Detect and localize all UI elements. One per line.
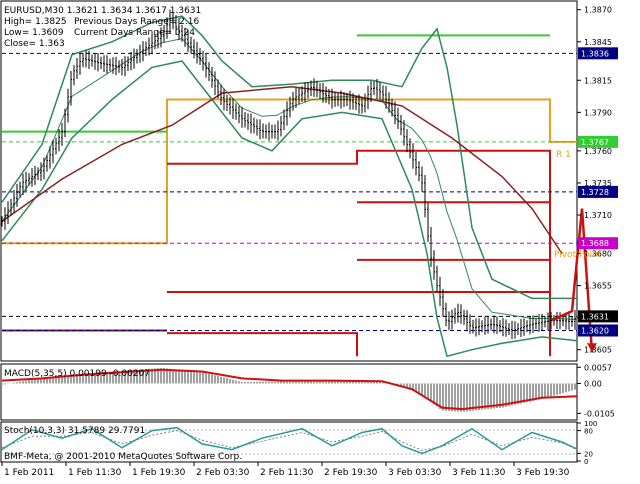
macd-signal-line <box>1 368 578 411</box>
price-y-tick-label: 1.3605 <box>584 346 612 355</box>
price-tag-label: 1.3631 <box>581 312 609 321</box>
price-tag-box <box>578 185 618 198</box>
bollinger-middle <box>1 38 578 321</box>
price-y-tick-label: 1.3760 <box>584 147 612 156</box>
price-y-tick-label: 1.3710 <box>584 211 612 220</box>
price-tag-label: 1.3836 <box>581 49 609 58</box>
price-tag-box <box>578 47 618 60</box>
macd-y-tick-label: 0.00 <box>584 379 602 388</box>
price-tag-label: 1.3728 <box>581 188 609 197</box>
x-tick-label: 2 Feb 19:30 <box>324 468 378 478</box>
forecast-line <box>551 208 594 353</box>
header-symbol-line: EURUSD,M30 1.3621 1.3634 1.3617 1.3631 <box>4 6 201 16</box>
price-y-tick-label: 1.3655 <box>584 282 612 291</box>
price-y-tick-label: 1.3815 <box>584 76 612 85</box>
stoch-panel <box>0 421 578 463</box>
price-y-tick-label: 1.3870 <box>584 6 612 15</box>
price-tag-label: 1.3620 <box>581 326 609 335</box>
bollinger-upper <box>1 15 577 300</box>
level-line-8 <box>167 332 358 357</box>
bollinger-lower <box>1 60 578 358</box>
forecast-arrow <box>587 343 597 353</box>
stoch-y-tick-label: 20 <box>584 450 593 458</box>
x-tick-label: 3 Feb 19:30 <box>516 468 570 478</box>
stoch-title: Stoch(10,3,3) 31.5789 29.7791 <box>4 426 145 436</box>
price-tag-box <box>578 324 618 337</box>
stoch-y-tick-label: 80 <box>584 428 593 436</box>
price-tag-box <box>578 135 618 148</box>
header-close: Close= 1.363 <box>4 39 65 49</box>
price-tag-label: 1.3688 <box>581 239 609 248</box>
x-tick-label: 1 Feb 19:30 <box>132 468 186 478</box>
r1-label: R 1 <box>556 150 571 160</box>
price-tag-label: 1.3767 <box>581 138 609 147</box>
price-tag-box <box>578 237 618 250</box>
x-tick-label: 1 Feb 2011 <box>4 468 54 478</box>
x-tick-label: 2 Feb 11:30 <box>260 468 314 478</box>
stoch-main-line <box>1 426 578 455</box>
price-tag-box <box>578 310 618 323</box>
x-tick-label: 2 Feb 03:30 <box>196 468 250 478</box>
macd-y-tick-label: -0.0105 <box>584 409 615 418</box>
price-y-tick-label: 1.3680 <box>584 249 612 258</box>
price-panel <box>0 0 578 362</box>
stoch-y-tick-label: 100 <box>584 420 597 428</box>
x-tick-label: 1 Feb 11:30 <box>68 468 122 478</box>
header-low: Low= 1.3609 <box>4 28 64 38</box>
price-y-tick-label: 1.3735 <box>584 179 612 188</box>
header-prev-range: Previous Days Range= 2.16 <box>74 17 199 27</box>
macd-y-tick-label: 0.0057 <box>584 363 612 372</box>
level-line-3 <box>167 149 551 357</box>
x-tick-label: 3 Feb 03:30 <box>388 468 442 478</box>
stoch-y-tick-label: 0 <box>584 458 588 466</box>
copyright-footer: BMF-Meta, @ 2001-2010 MetaQuotes Softwar… <box>4 452 242 462</box>
pivot-label: Pivot Point <box>554 250 602 260</box>
header-high: High= 1.3825 <box>4 17 67 27</box>
price-y-tick-label: 1.3790 <box>584 108 612 117</box>
x-tick-label: 3 Feb 11:30 <box>452 468 506 478</box>
macd-title: MACD(5,35,5) 0.00199 -0.00207 <box>4 369 150 379</box>
header-curr-range: Current Days Range= 0.24 <box>74 28 195 38</box>
price-y-tick-label: 1.3845 <box>584 38 612 47</box>
